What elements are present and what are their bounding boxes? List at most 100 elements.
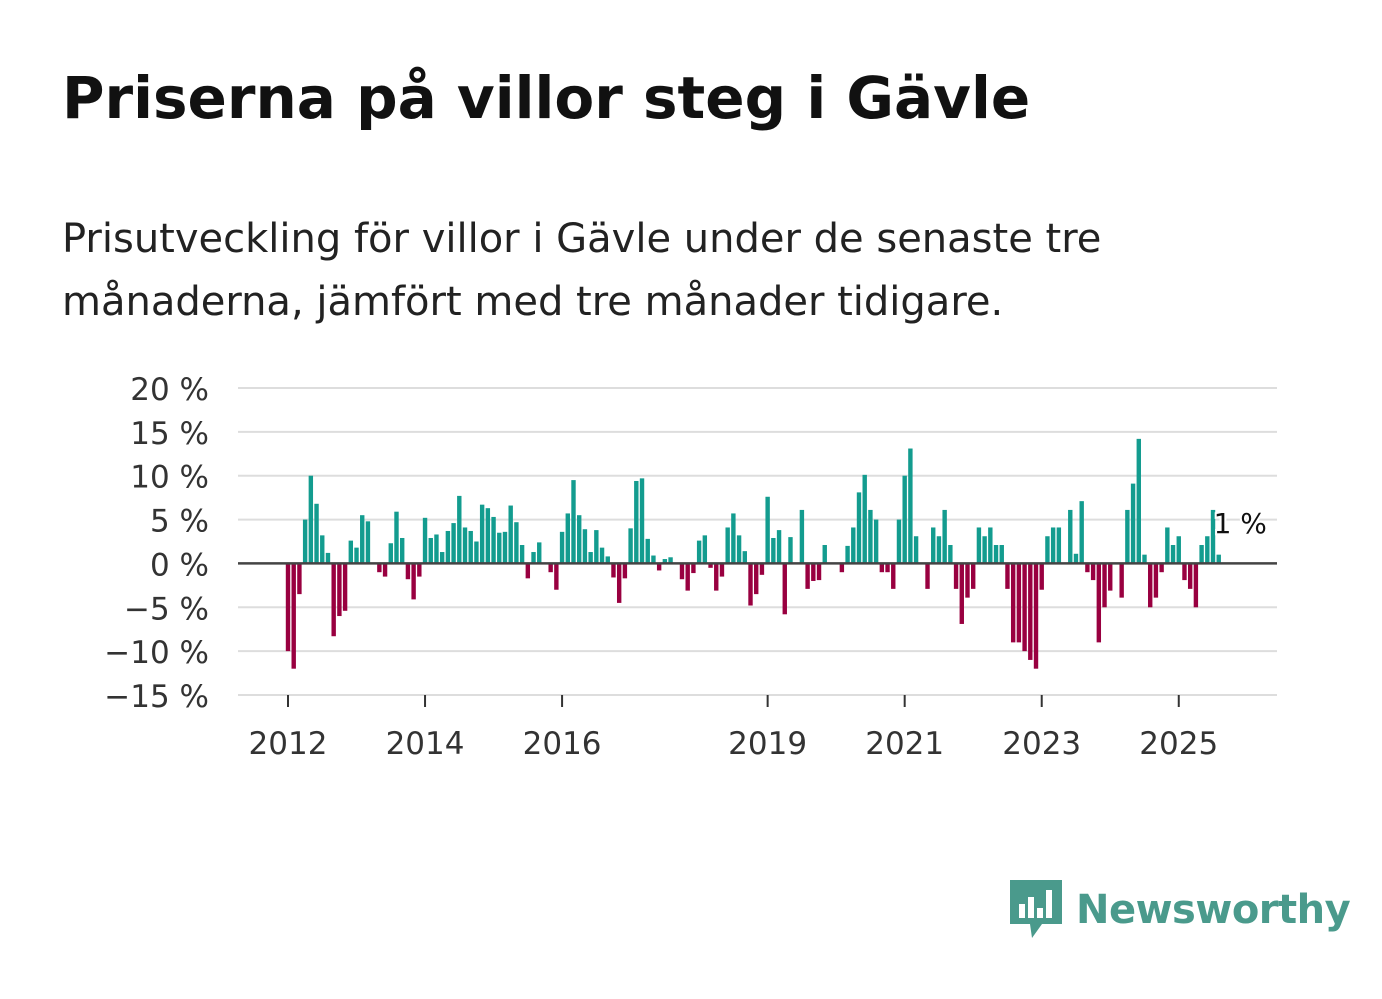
bar — [491, 516, 496, 564]
bar — [862, 474, 867, 564]
bar — [1073, 553, 1079, 564]
bar — [656, 563, 662, 571]
bar — [360, 515, 365, 564]
bar — [702, 535, 708, 564]
bar — [297, 563, 302, 595]
bar — [479, 504, 485, 564]
y-tick-label: 0 % — [150, 547, 209, 583]
bar — [708, 563, 713, 568]
bar — [434, 534, 439, 564]
bar — [839, 563, 845, 573]
bar — [811, 563, 816, 581]
x-axis: 2012 2014 2016 2019 2021 2023 2025 — [238, 562, 1277, 762]
bar — [1056, 527, 1062, 564]
bar — [548, 563, 553, 573]
y-tick-label: −10 % — [104, 635, 209, 671]
bar — [965, 563, 970, 598]
bar — [1182, 563, 1187, 581]
bar — [1005, 563, 1010, 589]
bar — [331, 563, 336, 637]
bar — [685, 563, 690, 591]
bar — [736, 535, 742, 564]
bar — [457, 495, 462, 564]
bar — [302, 519, 308, 564]
bar — [394, 511, 399, 564]
bar — [993, 545, 999, 564]
y-axis-ticks: 20 % 15 % 10 % 5 % 0 % −5 % −10 % −15 % — [104, 372, 209, 715]
bar — [776, 530, 782, 564]
y-tick-label: 20 % — [130, 372, 209, 408]
bar — [1142, 554, 1147, 564]
y-tick-label: 15 % — [130, 416, 209, 452]
bar — [1016, 563, 1022, 643]
bar — [851, 527, 856, 564]
bar — [365, 521, 371, 564]
bar — [1187, 563, 1193, 589]
bar — [1085, 563, 1090, 573]
bar — [679, 563, 685, 580]
bar — [913, 536, 919, 564]
bar — [1119, 563, 1124, 598]
bar — [622, 563, 628, 579]
bar — [582, 529, 588, 564]
bar — [1193, 563, 1199, 608]
bar — [320, 535, 325, 564]
bar — [1199, 545, 1204, 564]
bar — [599, 547, 605, 564]
bar — [1148, 563, 1153, 608]
bar — [308, 475, 314, 564]
latest-value-label: 1 % — [1214, 507, 1267, 540]
bar — [668, 557, 673, 564]
x-tick-label: 2012 — [249, 726, 328, 762]
bar — [662, 559, 668, 564]
x-tick-label: 2016 — [523, 726, 602, 762]
bar — [565, 513, 570, 564]
bar — [873, 519, 879, 564]
bar — [1210, 509, 1216, 564]
bar — [1136, 438, 1141, 564]
bar — [1090, 563, 1096, 581]
bar — [782, 563, 787, 615]
bar — [377, 563, 382, 573]
grid-lines — [238, 387, 1277, 696]
bar — [936, 536, 942, 564]
bar — [1125, 509, 1130, 564]
x-tick-label: 2025 — [1139, 726, 1218, 762]
bar — [1130, 483, 1136, 564]
x-tick-label: 2014 — [386, 726, 465, 762]
bar — [348, 540, 354, 564]
bar — [554, 563, 559, 590]
y-tick-label: 5 % — [150, 504, 209, 540]
bar — [611, 563, 616, 578]
bar — [982, 536, 987, 564]
bar — [1153, 563, 1159, 598]
bar — [942, 509, 947, 564]
bar — [519, 545, 525, 564]
bar — [1165, 527, 1170, 564]
bar — [1068, 509, 1073, 564]
bar — [759, 563, 765, 575]
bar — [588, 552, 593, 564]
bar — [514, 522, 519, 564]
bar — [891, 563, 896, 589]
bar — [1170, 545, 1176, 564]
bar — [502, 531, 508, 564]
bar — [628, 528, 633, 564]
bar — [856, 492, 862, 564]
bar — [1205, 536, 1210, 564]
chart-subtitle: Prisutveckling för villor i Gävle under … — [62, 216, 1102, 325]
x-tick-label: 2023 — [1002, 726, 1081, 762]
bar — [508, 505, 513, 564]
bar — [571, 480, 576, 564]
y-tick-label: 10 % — [130, 460, 209, 496]
bar — [291, 563, 296, 669]
bar — [1079, 501, 1084, 564]
bar — [754, 563, 759, 595]
bar — [696, 540, 702, 564]
bar — [1050, 527, 1056, 564]
bar — [417, 563, 422, 577]
bar — [742, 551, 747, 564]
bar — [354, 547, 359, 564]
bar — [948, 545, 953, 564]
bar-series — [285, 438, 1221, 669]
